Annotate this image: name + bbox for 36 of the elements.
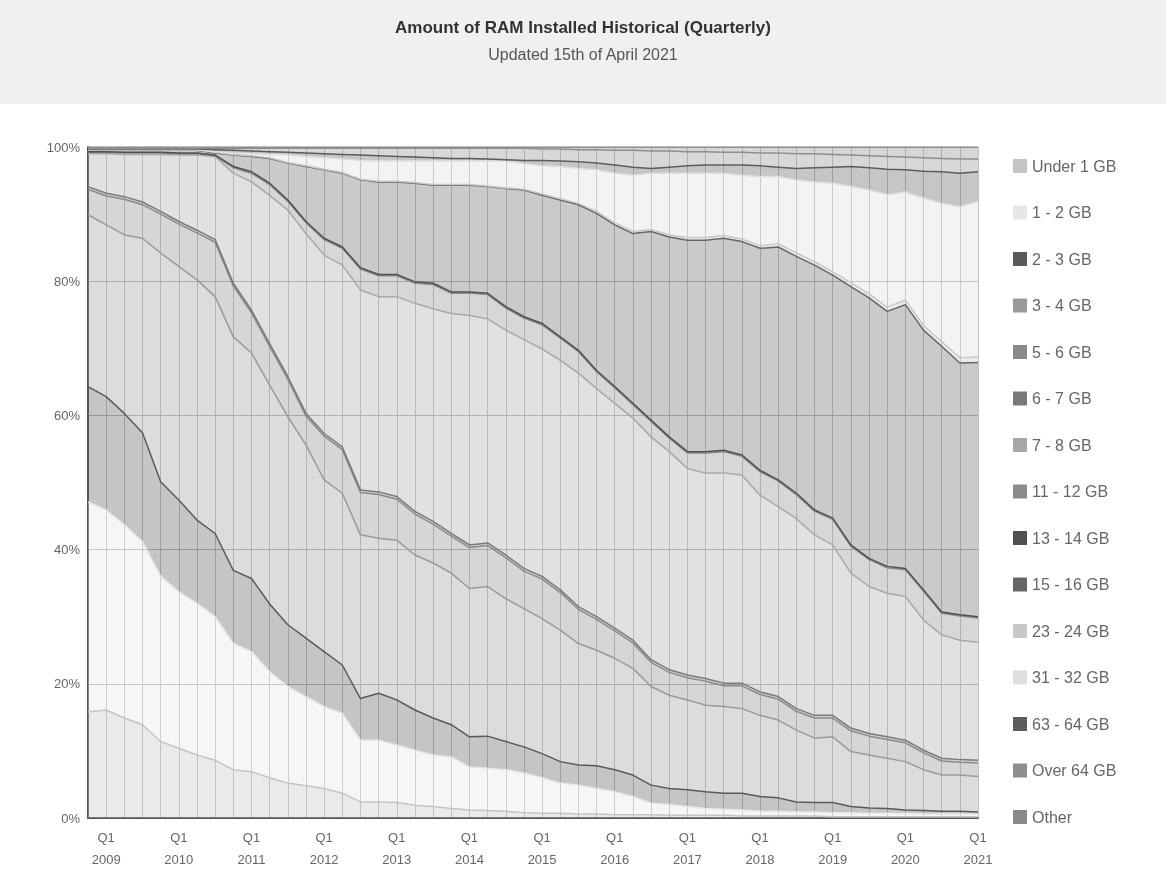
x-tick-label: Q1 2018 [745, 829, 775, 867]
legend-label: 31 - 32 GB [1032, 669, 1110, 686]
x-tick-label: Q1 2017 [672, 829, 702, 867]
y-tick-label: 20% [53, 676, 81, 692]
legend-label: 23 - 24 GB [1032, 622, 1110, 640]
x-tick-label: Q1 2015 [527, 829, 557, 867]
legend-label: Under 1 GB [1032, 157, 1117, 175]
x-tick-label: Q1 2011 [237, 829, 266, 867]
legend-label: Other [1032, 808, 1073, 826]
x-tick-label: Q1 2009 [91, 829, 121, 867]
legend-label: 2 - 3 GB [1032, 250, 1092, 268]
legend-label: 7 - 8 GB [1032, 436, 1092, 454]
legend-label: 5 - 6 GB [1032, 343, 1092, 361]
legend-label: 1 - 2 GB [1032, 204, 1092, 221]
legend-label: 6 - 7 GB [1032, 390, 1092, 407]
chart-title: Amount of RAM Installed Historical (Quarterly) [394, 18, 772, 38]
legend-label: 63 - 64 GB [1032, 715, 1110, 733]
chart-subtitle: Updated 15th of April 2021 [487, 46, 679, 64]
x-tick-label: Q1 2013 [382, 829, 412, 867]
legend-label: 15 - 16 GB [1032, 576, 1110, 593]
y-tick-label: 80% [53, 273, 81, 289]
y-tick-label: 0% [61, 810, 81, 826]
legend-label: 13 - 14 GB [1032, 529, 1110, 547]
legend-label: 3 - 4 GB [1032, 297, 1092, 314]
x-tick-label: Q1 2019 [818, 829, 848, 867]
x-tick-label: Q1 2020 [890, 829, 920, 867]
y-tick-label: 40% [53, 542, 81, 558]
legend-label: Over 64 GB [1032, 762, 1117, 779]
x-tick-label: Q1 2012 [309, 829, 339, 867]
legend-label: 11 - 12 GB [1032, 483, 1109, 500]
x-tick-label: Q1 2014 [454, 829, 484, 867]
x-tick-label: Q1 2021 [963, 829, 993, 867]
x-tick-label: Q1 2010 [164, 829, 194, 867]
y-tick-label: 100% [46, 139, 81, 155]
y-tick-label: 60% [53, 407, 81, 423]
x-tick-label: Q1 2016 [600, 829, 630, 867]
